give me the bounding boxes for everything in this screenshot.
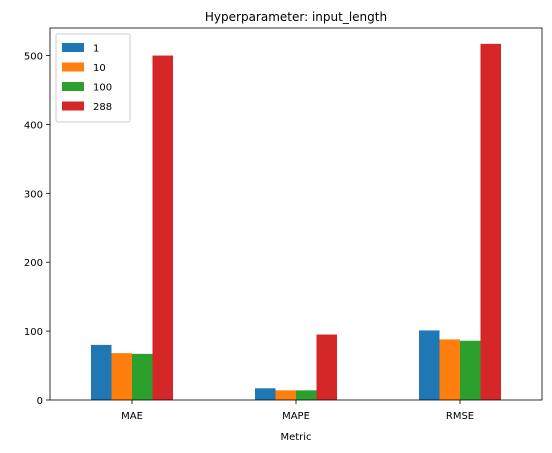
bar-100-MAE — [132, 353, 153, 400]
legend-swatch-1 — [62, 43, 84, 52]
y-tick-label: 300 — [24, 189, 43, 200]
bar-10-RMSE — [439, 339, 460, 400]
x-axis-title: Metric — [280, 432, 311, 443]
legend-label-1: 1 — [93, 44, 99, 55]
bar-288-MAPE — [316, 334, 337, 400]
y-tick-label: 100 — [24, 327, 43, 338]
bar-100-MAPE — [296, 390, 317, 400]
bar-100-RMSE — [460, 340, 481, 400]
x-tick-label-MAE: MAE — [121, 411, 143, 422]
legend-label-288: 288 — [93, 102, 112, 113]
y-axis: 0 100 200 300 400 500 — [24, 52, 50, 407]
bar-10-MAPE — [275, 390, 296, 400]
y-tick-label: 0 — [37, 396, 43, 407]
legend-swatch-288 — [62, 101, 84, 111]
legend-swatch-100 — [62, 82, 84, 91]
y-tick-label: 500 — [24, 52, 43, 63]
bars-group — [91, 43, 501, 401]
bar-288-RMSE — [480, 43, 501, 400]
bar-288-MAE — [152, 55, 173, 401]
x-axis: MAE MAPE RMSE — [121, 400, 474, 422]
legend-label-100: 100 — [93, 83, 112, 94]
plot-frame — [49, 27, 543, 401]
bar-1-MAPE — [255, 388, 276, 400]
y-tick-label: 200 — [24, 258, 43, 269]
bar-10-MAE — [111, 353, 132, 400]
bar-1-RMSE — [419, 330, 440, 400]
legend-box — [55, 33, 131, 123]
bar-1-MAE — [91, 344, 112, 400]
legend-label-10: 10 — [93, 63, 106, 74]
legend-swatch-10 — [62, 62, 84, 72]
y-tick-label: 400 — [24, 120, 43, 131]
chart-title: Hyperparameter: input_length — [205, 10, 387, 24]
x-tick-label-MAPE: MAPE — [282, 411, 310, 422]
x-tick-label-RMSE: RMSE — [446, 411, 474, 422]
legend: 1 10 100 288 — [55, 33, 131, 123]
